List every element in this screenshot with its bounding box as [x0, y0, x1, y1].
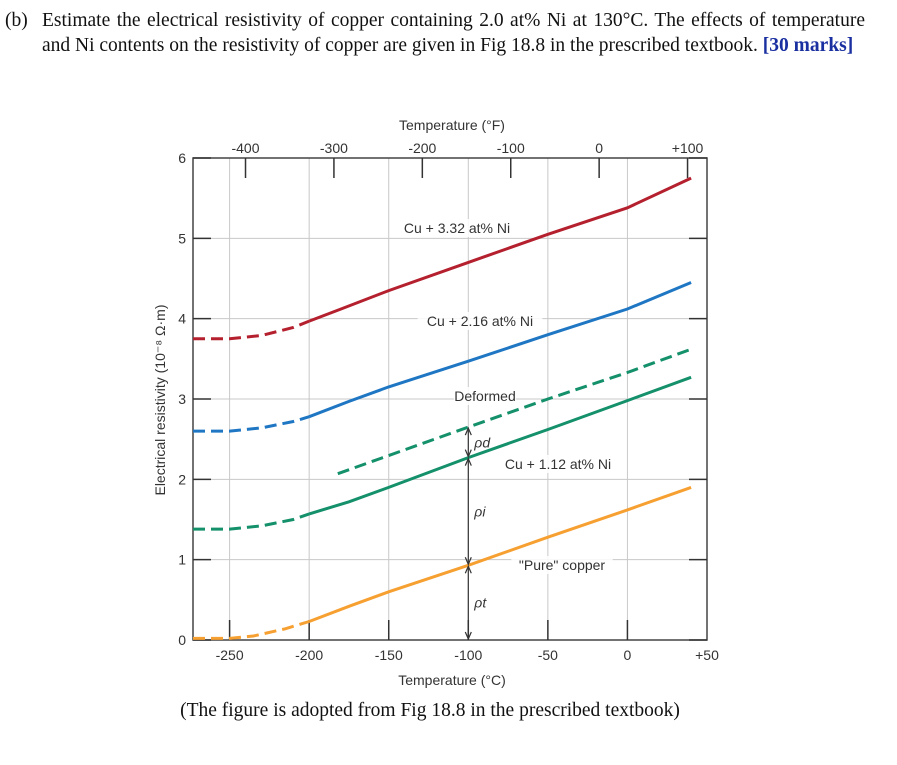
y-tick-label: 4 [178, 311, 186, 327]
x-tick-label: -200 [295, 647, 323, 663]
arrow-head-down [464, 631, 472, 641]
arrow-head-up [464, 564, 472, 574]
x2-tick-label: -200 [408, 140, 436, 156]
label-bg [495, 455, 621, 473]
x2-tick-label: -100 [497, 140, 525, 156]
x-tick-label: -150 [375, 647, 403, 663]
series-line [308, 281, 692, 419]
x2-tick-label: -300 [320, 140, 348, 156]
x2-tick-label: +100 [672, 140, 704, 156]
marks-badge: [30 marks] [762, 35, 854, 56]
series-label: "Pure" copper [519, 557, 606, 573]
annotation-label: ρt [473, 595, 487, 611]
question-body: Estimate the electrical resistivity of c… [42, 10, 865, 56]
label-bg [511, 556, 613, 574]
series-label: Cu + 2.16 at% Ni [427, 313, 533, 329]
x-axis-label: Temperature (°C) [398, 672, 506, 688]
x-tick-label: +50 [695, 647, 719, 663]
y-tick-label: 6 [178, 150, 186, 166]
x-tick-label: 0 [624, 647, 632, 663]
y-tick-label: 0 [178, 632, 186, 648]
series-line-dashed [193, 319, 310, 341]
series-line-dashed [193, 512, 310, 531]
question-text: Estimate the electrical resistivity of c… [42, 8, 865, 58]
series-label: Cu + 3.32 at% Ni [404, 220, 510, 236]
y-axis-label: Electrical resistivity (10⁻⁸ Ω·m) [152, 304, 168, 495]
question-label: (b) [5, 10, 28, 31]
y-tick-label: 3 [178, 391, 186, 407]
figure-caption: (The figure is adopted from Fig 18.8 in … [180, 700, 680, 721]
arrow-head-up [464, 457, 472, 466]
label-bg [417, 312, 543, 330]
x-tick-label: -50 [538, 647, 558, 663]
x2-axis-label: Temperature (°F) [399, 117, 505, 133]
series-line [308, 176, 692, 323]
label-bg [453, 387, 517, 405]
series-line [308, 485, 692, 623]
x-tick-label: -250 [216, 647, 244, 663]
annotation-label: ρd [473, 434, 491, 450]
series-line-dashed [193, 415, 310, 433]
series-line-dashed [337, 347, 692, 476]
y-tick-label: 1 [178, 552, 186, 568]
x2-tick-label: -400 [231, 140, 259, 156]
arrow-head-up [464, 426, 472, 436]
series-line-dashed [193, 620, 310, 640]
arrow-head-down [464, 449, 472, 459]
y-tick-label: 5 [178, 230, 186, 246]
label-bg [394, 219, 520, 237]
x-tick-label: -100 [454, 647, 482, 663]
annotation-label: ρi [473, 503, 486, 519]
series-label: Deformed [454, 388, 515, 404]
x2-tick-label: 0 [595, 140, 603, 156]
series-label: Cu + 1.12 at% Ni [505, 456, 611, 472]
question: (b) Estimate the electrical resistivity … [5, 8, 865, 58]
arrow-head-down [464, 557, 472, 566]
y-tick-label: 2 [178, 471, 186, 487]
